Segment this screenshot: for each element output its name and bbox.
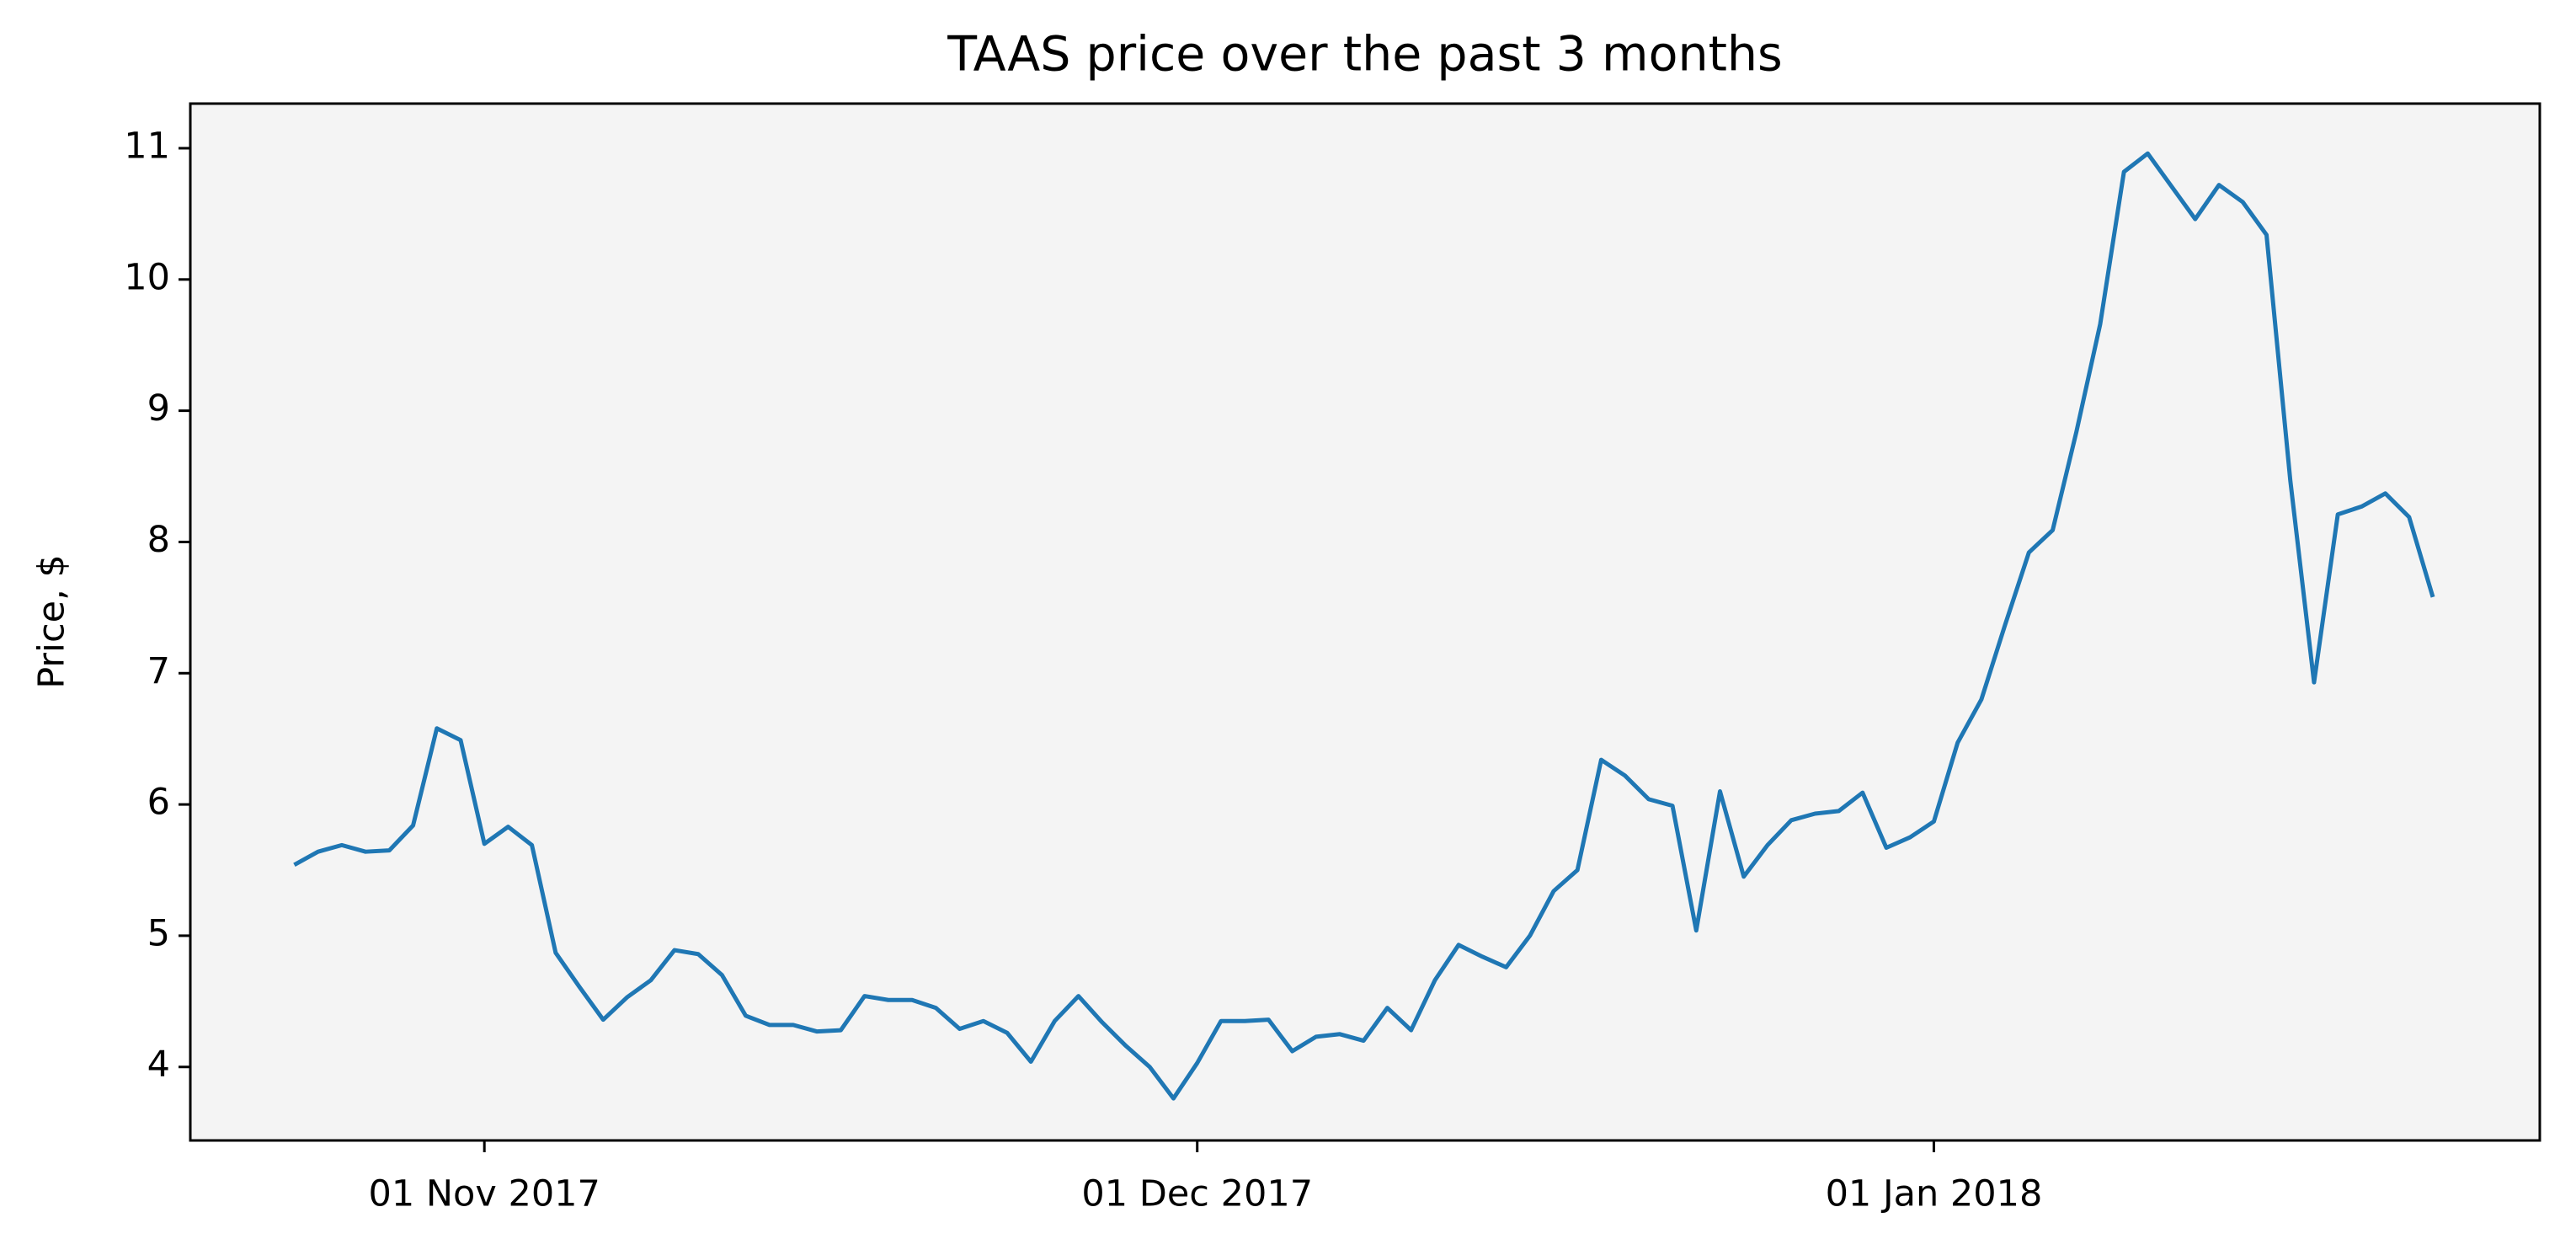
y-tick-label: 5	[147, 912, 170, 954]
y-axis-label: Price, $	[31, 554, 73, 689]
y-tick-label: 10	[124, 256, 170, 298]
plot-area	[190, 104, 2540, 1140]
y-tick-label: 6	[147, 782, 170, 824]
x-tick-label: 01 Nov 2017	[368, 1173, 600, 1215]
chart-title: TAAS price over the past 3 months	[947, 27, 1783, 83]
y-tick-label: 11	[124, 125, 170, 167]
y-tick-label: 8	[147, 519, 170, 561]
price-line	[293, 151, 2435, 1101]
y-tick-label: 9	[147, 387, 170, 430]
plot-frame	[189, 102, 2541, 1142]
x-tick-label: 01 Jan 2018	[1826, 1173, 2043, 1215]
y-tick-label: 7	[147, 650, 170, 692]
y-tick-label: 4	[147, 1044, 170, 1086]
x-tick-label: 01 Dec 2017	[1081, 1173, 1313, 1215]
